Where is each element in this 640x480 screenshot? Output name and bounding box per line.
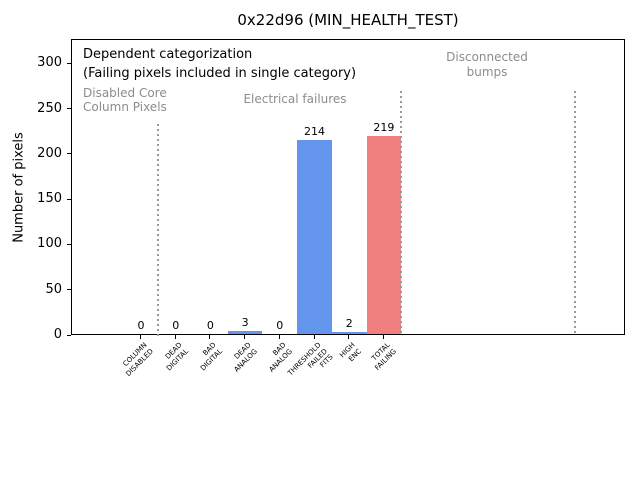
x-tick-mark: [382, 335, 384, 339]
y-axis-label: Number of pixels: [11, 132, 27, 243]
y-tick-label: 200: [37, 145, 62, 161]
x-tick-mark: [313, 335, 315, 339]
y-tick-mark: [67, 62, 71, 64]
region-separator-line: [573, 91, 576, 336]
bar-threshold-failed-fits: [297, 140, 332, 334]
bar-total-failing: [366, 136, 402, 334]
y-tick-label: 50: [45, 281, 62, 297]
region-separator-line: [400, 91, 403, 336]
y-tick-mark: [67, 108, 71, 110]
y-tick-label: 150: [37, 191, 62, 207]
chart-title: 0x22d96 (MIN_HEALTH_TEST): [237, 11, 459, 29]
bar-value-label: 0: [137, 319, 145, 332]
bar-value-label: 3: [241, 316, 249, 329]
bar-dead-analog: [227, 331, 263, 334]
y-tick-label: 100: [37, 236, 62, 252]
y-tick-label: 250: [37, 100, 62, 116]
x-tick-mark: [348, 335, 350, 339]
x-tick-mark: [209, 335, 211, 339]
plot-area: 0 0 0 3 0 214 2 219: [71, 39, 625, 336]
annotation-electrical-region-label: Electrical failures: [243, 92, 347, 106]
bar-high-enc: [331, 332, 367, 334]
y-tick-label: 300: [37, 55, 62, 71]
bar-value-label: 0: [172, 319, 180, 332]
x-tick-mark: [244, 335, 246, 339]
bar-value-label: 0: [206, 319, 214, 332]
y-tick-mark: [67, 289, 71, 291]
annotation-disconnected-region-label: Disconnected bumps: [446, 50, 528, 79]
y-tick-mark: [67, 198, 71, 200]
y-tick-mark: [67, 243, 71, 245]
x-tick-mark: [140, 335, 141, 339]
bar-value-label: 0: [276, 319, 284, 332]
bar-value-label: 2: [345, 317, 353, 330]
annotation-dependent-categorization: Dependent categorization: [83, 47, 253, 62]
x-tick-mark: [278, 335, 280, 339]
y-tick-mark: [67, 153, 71, 155]
y-tick-label: 0: [53, 327, 62, 342]
bar-value-label: 214: [304, 125, 325, 138]
y-tick-mark: [67, 334, 71, 336]
annotation-dependent-categorization-sub: (Failing pixels included in single categ…: [83, 66, 357, 81]
x-tick-mark: [174, 335, 176, 339]
region-separator-line: [157, 124, 160, 336]
annotation-disabled-core-region-label: Disabled Core Column Pixels: [83, 86, 167, 114]
bar-value-label: 219: [373, 121, 395, 134]
